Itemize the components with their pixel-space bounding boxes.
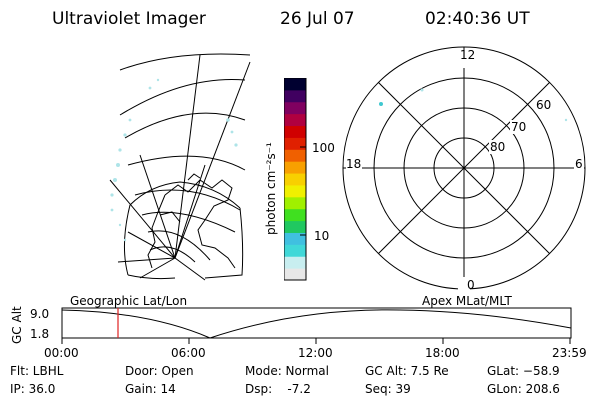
colorbar-tick-100: 100 <box>312 141 335 155</box>
orbit-xtick: 18:00 <box>425 346 460 360</box>
colorbar-stripe <box>284 232 306 245</box>
orbit-ylabel: GC Alt <box>10 306 24 344</box>
colorbar-stripe <box>284 149 306 162</box>
apex-label: Apex MLat/MLT <box>422 294 512 308</box>
geographic-map <box>109 53 251 281</box>
colorbar-stripe <box>284 125 306 138</box>
info-seq: Seq: 39 <box>365 382 411 396</box>
colorbar-stripe <box>284 208 306 222</box>
colorbar-stripe <box>284 137 306 150</box>
info-door: Door: Open <box>125 364 194 378</box>
colorbar-stripe <box>284 78 306 91</box>
mlt-label-18: 18 <box>346 157 362 171</box>
info-ip: IP: 36.0 <box>10 382 56 396</box>
lat-label-70: 70 <box>511 120 527 134</box>
app-title: Ultraviolet Imager <box>52 9 206 29</box>
orbit-xtick: 23:59 <box>552 346 587 360</box>
polar-plot <box>342 46 586 291</box>
colorbar-stripe <box>284 268 306 281</box>
color-bar <box>284 78 307 281</box>
orbit-xtick: 00:00 <box>44 346 79 360</box>
info-glon: GLon: 208.6 <box>487 382 560 396</box>
info-mode: Mode: Normal <box>245 364 329 378</box>
info-gain: Gain: 14 <box>125 382 176 396</box>
time-label: 02:40:36 UT <box>425 9 530 29</box>
colorbar-stripe <box>284 113 306 127</box>
info-dsp: Dsp: -7.2 <box>245 382 311 396</box>
colorbar-stripe <box>284 256 306 269</box>
info-gc-alt: GC Alt: 7.5 Re <box>365 364 449 378</box>
lat-label-80: 80 <box>490 140 506 154</box>
orbit-ymax: 9.0 <box>30 307 50 321</box>
mlt-label-12: 12 <box>460 48 476 62</box>
orbit-xtick: 06:00 <box>171 346 206 360</box>
colorbar-units: photon cm⁻²s⁻¹ <box>264 142 278 235</box>
lat-label-60: 60 <box>536 98 552 112</box>
colorbar-stripe <box>284 101 306 115</box>
date-label: 26 Jul 07 <box>280 9 355 29</box>
orbit-altitude-plot <box>61 307 572 344</box>
colorbar-stripe <box>284 173 306 186</box>
colorbar-tick-10: 10 <box>314 229 330 243</box>
orbit-xtick: 12:00 <box>298 346 333 360</box>
colorbar-stripe <box>284 161 306 174</box>
info-filter: Flt: LBHL <box>10 364 64 378</box>
geographic-label: Geographic Lat/Lon <box>70 294 188 308</box>
colorbar-stripe <box>284 220 306 233</box>
mlt-label-0: 0 <box>467 278 475 292</box>
colorbar-stripe <box>284 244 306 257</box>
colorbar-stripe <box>284 184 306 198</box>
orbit-ymin: 1.8 <box>30 327 50 341</box>
info-glat: GLat: −58.9 <box>487 364 560 378</box>
colorbar-stripe <box>284 89 306 103</box>
colorbar-stripe <box>284 196 306 210</box>
mlt-label-6: 6 <box>575 157 583 171</box>
